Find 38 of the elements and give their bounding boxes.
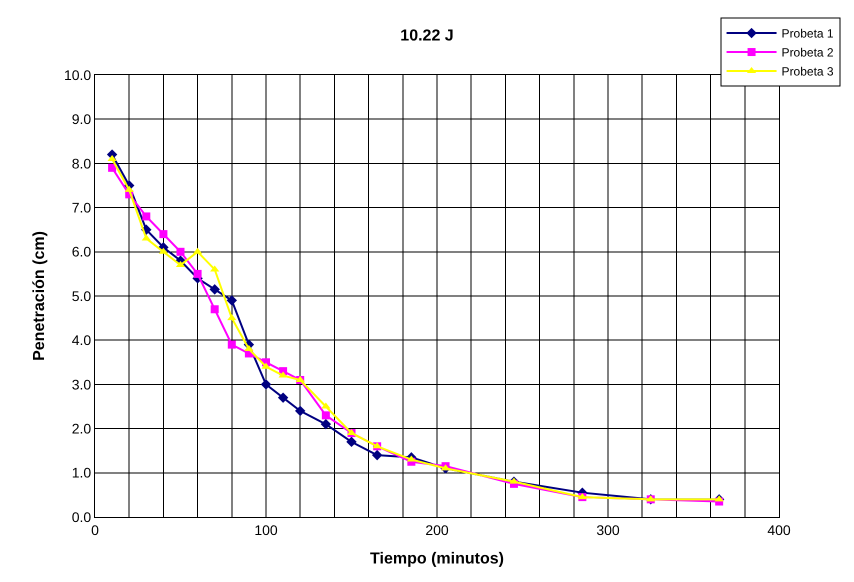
point [320, 418, 332, 430]
legend-label: Probeta 2 [782, 46, 834, 60]
point [176, 248, 184, 256]
point [142, 212, 150, 220]
y-tick-label: 10.0 [64, 66, 92, 83]
y-tick-label: 8.0 [72, 155, 92, 172]
point [295, 406, 306, 416]
x-tick-label: 300 [596, 522, 620, 538]
y-tick-label: 4.0 [72, 332, 92, 348]
y-tick-label: 2.0 [72, 420, 92, 436]
y-tick-label: 3.0 [72, 376, 92, 392]
y-tick-label: 1.0 [72, 464, 92, 481]
point [210, 305, 219, 314]
point [322, 411, 330, 420]
y-tick-label: 6.0 [72, 244, 92, 260]
point [226, 295, 237, 306]
point [194, 270, 202, 278]
y-tick-label: 7.0 [72, 200, 92, 216]
point [346, 436, 357, 448]
legend-label: Probeta 3 [782, 64, 834, 79]
y-tick-label: 5.0 [72, 288, 92, 304]
point [108, 164, 116, 172]
x-tick-label: 200 [425, 522, 449, 538]
legend-label: Probeta 1 [782, 26, 834, 41]
x-axis-title: Tiempo (minutos) [370, 550, 504, 568]
point [210, 284, 220, 295]
x-tick-label: 400 [767, 522, 791, 538]
y-axis-title: Penetración (cm) [30, 231, 48, 361]
point [260, 379, 272, 390]
chart-title: 10.22 J [400, 27, 454, 44]
y-tick-label: 9.0 [72, 111, 92, 128]
x-tick-label: 0 [91, 522, 100, 538]
point [159, 230, 168, 238]
y-tick-label: 0.0 [72, 508, 92, 525]
point [372, 450, 382, 460]
point [228, 340, 236, 349]
point [278, 392, 288, 403]
x-tick-label: 100 [254, 522, 278, 538]
